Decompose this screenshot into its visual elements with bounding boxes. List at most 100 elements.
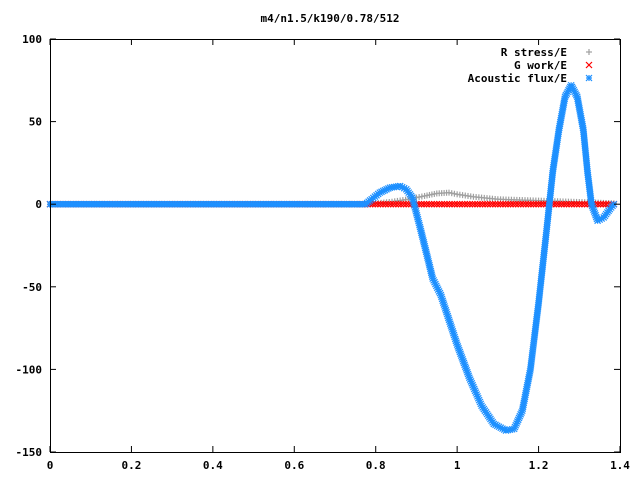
legend-marker [585,61,593,69]
data-point [466,200,474,208]
plot-marks [46,81,618,434]
data-point [395,200,402,208]
data-point [379,200,387,208]
plot-frame [50,39,621,453]
legend-label: Acoustic flux/E [468,72,567,85]
data-point [594,200,602,208]
data-point [438,200,446,208]
data-point [471,200,479,208]
legend-label: G work/E [514,59,567,72]
data-point [418,200,425,208]
data-point [474,200,481,208]
data-point [530,200,537,208]
data-point [481,200,489,208]
data-point [387,200,395,208]
chart-title: m4/n1.5/k190/0.78/512 [260,12,399,25]
data-point [486,200,494,208]
data-point [537,200,545,208]
data-point [568,200,576,208]
data-point [479,200,487,208]
data-point [494,200,502,208]
data-point [496,200,504,208]
data-point [374,200,382,208]
data-point [377,200,384,208]
data-point [446,200,453,208]
data-point [400,200,407,208]
data-point [555,200,563,208]
data-point [509,200,517,208]
data-point [514,200,522,208]
data-point [575,200,583,208]
data-point [451,200,459,208]
data-point [535,200,542,208]
data-point [524,200,532,208]
data-point [433,200,441,208]
data-point [560,200,568,208]
data-point [602,200,610,208]
data-point [397,200,405,208]
y-tick-label: -50 [22,281,42,294]
data-point [440,200,448,208]
data-point [578,200,586,208]
data-point [428,200,436,208]
data-point [522,200,530,208]
x-tick-label: 0 [47,459,54,472]
data-point [384,200,392,208]
data-point [512,200,520,208]
legend-marker [586,49,592,55]
data-point [570,200,578,208]
data-point [435,200,443,208]
data-point [558,200,565,208]
data-point [443,200,451,208]
data-point [389,200,397,208]
data-point [484,200,492,208]
data-point [489,200,497,208]
data-point [581,200,589,208]
y-tick-label: -150 [16,446,43,459]
data-point [468,200,476,208]
data-point [430,200,438,208]
x-tick-label: 1 [454,459,461,472]
data-point [540,200,548,208]
axis-ticks: 0 0.2 0.4 0.6 0.8 1 1.2 1.4 -150 -100 -50 0 50 100 [16,33,631,472]
data-point [461,200,469,208]
data-point [532,200,540,208]
data-point [458,200,466,208]
legend-label: R stress/E [501,46,567,59]
data-point [425,200,433,208]
x-tick-label: 1.4 [610,459,630,472]
data-point [565,200,573,208]
x-tick-label: 0.8 [366,459,386,472]
legend-marker [585,74,593,82]
data-point [504,200,512,208]
data-point [463,200,471,208]
y-tick-label: 50 [29,116,42,129]
data-point [519,200,527,208]
data-point [491,200,499,208]
x-tick-label: 0.6 [284,459,304,472]
data-point [420,200,428,208]
data-point [448,200,456,208]
data-point [610,200,618,208]
data-point [392,200,400,208]
data-point [552,200,560,208]
series-2 [46,81,618,434]
y-tick-label: 100 [22,33,42,46]
data-point [502,200,509,208]
data-point [423,200,431,208]
data-point [382,200,389,208]
data-point [499,200,507,208]
data-point [507,200,515,208]
data-point [573,200,581,208]
x-tick-label: 0.2 [121,459,141,472]
data-point [456,200,464,208]
data-point [402,200,410,208]
data-point [476,200,484,208]
data-point [527,200,535,208]
data-point [453,200,461,208]
data-point [563,200,570,208]
data-point [371,200,379,208]
x-tick-label: 1.2 [529,459,549,472]
